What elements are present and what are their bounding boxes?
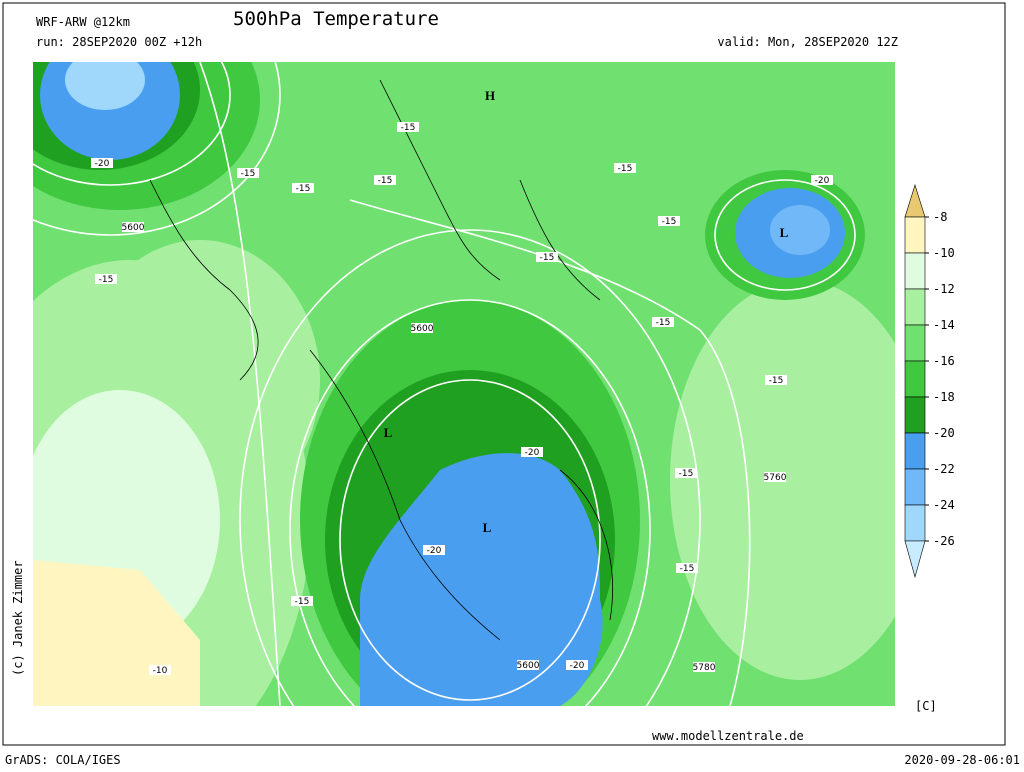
colorbar-label: -14 <box>933 318 955 332</box>
contour-label: 5780 <box>693 663 716 673</box>
software: GrADS: COLA/IGES <box>5 753 121 767</box>
colorbar-label: -18 <box>933 390 955 404</box>
contour-label: -15 <box>540 253 555 263</box>
colorbar-label: -8 <box>933 210 947 224</box>
valid-label: valid: Mon, 28SEP2020 12Z <box>717 35 898 49</box>
label-box <box>811 175 833 185</box>
contour-label: 5760 <box>764 473 787 483</box>
credit: (c) Janek Zimmer <box>11 560 25 676</box>
contour-label: -15 <box>769 376 784 386</box>
label-box <box>521 447 543 457</box>
contour-label: -15 <box>378 176 393 186</box>
label-box <box>693 662 715 672</box>
label-box <box>237 168 259 178</box>
contour-label: -20 <box>815 176 830 186</box>
run-label: run: 28SEP2020 00Z +12h <box>36 35 202 49</box>
label-box <box>764 472 786 482</box>
site: www.modellzentrale.de <box>652 729 804 743</box>
colorbar-box <box>904 216 926 254</box>
contour-label: -15 <box>296 184 311 194</box>
contour-label: 5600 <box>122 223 145 233</box>
map <box>33 62 895 706</box>
colorbar-label: -16 <box>933 354 955 368</box>
label-box <box>95 274 117 284</box>
colorbar-label: -20 <box>933 426 955 440</box>
label-box <box>91 158 113 168</box>
colorbar-box <box>904 432 926 470</box>
colorbar-box <box>904 396 926 434</box>
colorbar-label: -10 <box>933 246 955 260</box>
pressure-center: L <box>384 425 393 440</box>
colorbar-cap <box>904 540 926 579</box>
colorbar-label: -12 <box>933 282 955 296</box>
label-box <box>765 375 787 385</box>
label-box <box>536 252 558 262</box>
contour-label: -15 <box>680 564 695 574</box>
contour-label: -10 <box>153 666 168 676</box>
colorbar: -8 -10 -12 -14 -16 -18 -20 -22 -24 -26 <box>904 183 955 579</box>
contour-label: -20 <box>427 546 442 556</box>
colorbar-box <box>904 360 926 398</box>
title: 500hPa Temperature <box>233 8 439 30</box>
contour-label: 5600 <box>517 661 540 671</box>
label-box <box>614 163 636 173</box>
unit-label: [C] <box>915 699 937 713</box>
label-box <box>374 175 396 185</box>
colorbar-box <box>904 468 926 506</box>
contour-label: -15 <box>401 123 416 133</box>
colorbar-box <box>904 324 926 362</box>
pressure-center: H <box>485 88 495 103</box>
label-box <box>517 660 539 670</box>
model-label: WRF-ARW @12km <box>36 15 130 29</box>
contour-label: -15 <box>99 275 114 285</box>
label-box <box>676 563 698 573</box>
timestamp: 2020-09-28-06:01 <box>904 753 1020 767</box>
label-box <box>149 665 171 675</box>
contour-label: -15 <box>679 469 694 479</box>
contour-label: -15 <box>295 597 310 607</box>
colorbar-label: -26 <box>933 534 955 548</box>
label-box <box>122 222 144 232</box>
contour-label: -20 <box>95 159 110 169</box>
contour-label: -15 <box>618 164 633 174</box>
colorbar-box <box>904 504 926 542</box>
contour-label: -15 <box>656 318 671 328</box>
contour-label: -15 <box>241 169 256 179</box>
label-box <box>411 323 433 333</box>
pressure-center: L <box>483 520 492 535</box>
contour-label: -20 <box>525 448 540 458</box>
contour-label: -20 <box>570 661 585 671</box>
pressure-center: L <box>780 225 789 240</box>
label-box <box>397 122 419 132</box>
colorbar-label: -22 <box>933 462 955 476</box>
map-labels: H -15 -15 -15 -15 -20 5600 -15 -15 -20 L -15 -15 5600… <box>91 88 833 676</box>
label-box <box>292 183 314 193</box>
label-box <box>675 468 697 478</box>
label-box <box>423 545 445 555</box>
label-box <box>291 596 313 606</box>
label-box <box>658 216 680 226</box>
label-box <box>652 317 674 327</box>
label-box <box>566 660 588 670</box>
colorbar-box <box>904 252 926 290</box>
contour-label: 5600 <box>411 324 434 334</box>
colorbar-box <box>904 288 926 326</box>
contour-label: -15 <box>662 217 677 227</box>
colorbar-label: -24 <box>933 498 955 512</box>
